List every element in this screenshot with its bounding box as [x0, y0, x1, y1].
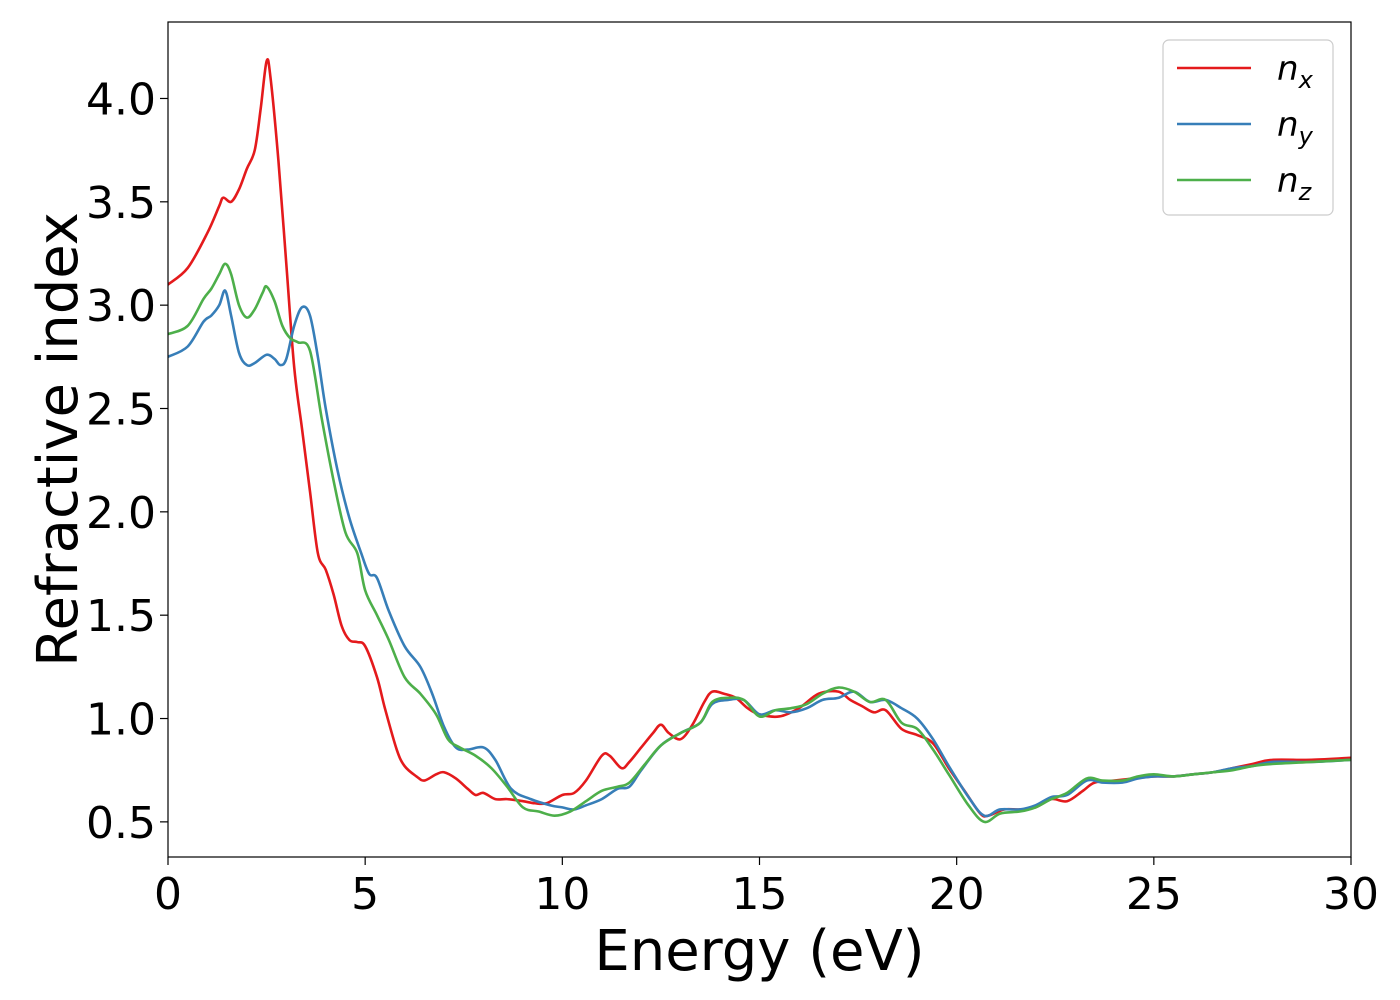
series-line-n-y [168, 289, 1351, 818]
x-tick-label: 10 [534, 869, 590, 920]
x-tick-label: 20 [929, 869, 985, 920]
legend-box [1162, 39, 1334, 216]
legend-label-n-z: nz [1277, 161, 1313, 206]
x-tick-label: 25 [1126, 869, 1182, 920]
x-tick-label: 0 [154, 869, 182, 920]
legend-label-n-x: nx [1277, 49, 1314, 94]
y-tick-label: 4.0 [86, 74, 156, 125]
y-tick-label: 3.0 [86, 281, 156, 332]
y-tick-label: 3.5 [86, 178, 156, 229]
y-tick-label: 0.5 [86, 798, 156, 849]
y-tick-label: 2.0 [86, 488, 156, 539]
y-tick-label: 2.5 [86, 384, 156, 435]
x-tick-label: 15 [732, 869, 788, 920]
legend-label-n-y: ny [1277, 105, 1314, 150]
series-layer [168, 58, 1351, 824]
legend: nx ny nz [1162, 39, 1334, 216]
y-tick-label: 1.0 [86, 695, 156, 746]
x-tick-label: 30 [1323, 869, 1379, 920]
ticks-layer: 0 5 10 15 20 25 30 0.5 1.0 1.5 2.0 2.5 3.0 3.5 4.0 [86, 74, 1379, 920]
y-axis-label: Refractive index [26, 212, 91, 667]
x-tick-label: 5 [351, 869, 379, 920]
y-tick-label: 1.5 [86, 591, 156, 642]
series-line-n-z [168, 262, 1351, 824]
x-axis-label: Energy (eV) [594, 919, 924, 984]
